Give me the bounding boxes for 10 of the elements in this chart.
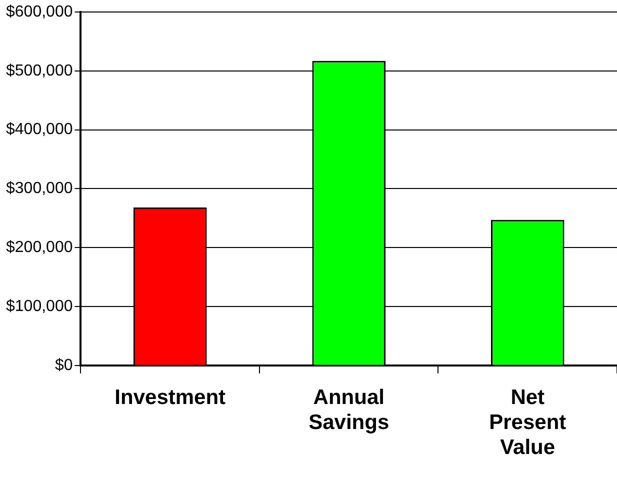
x-tick-label: Investment bbox=[114, 386, 226, 409]
y-tick-label: $600,000 bbox=[6, 3, 73, 20]
y-tick-label: $100,000 bbox=[6, 298, 73, 315]
x-tick-label: Annual Savings bbox=[308, 386, 390, 434]
x-tick-label: Net Present Value bbox=[489, 386, 566, 460]
y-tick-label: $0 bbox=[54, 356, 73, 374]
y-tick-label: $400,000 bbox=[6, 121, 73, 138]
y-tick-label: $500,000 bbox=[6, 62, 73, 80]
y-tick-label: $300,000 bbox=[6, 180, 73, 198]
y-tick-label: $200,000 bbox=[6, 239, 73, 256]
